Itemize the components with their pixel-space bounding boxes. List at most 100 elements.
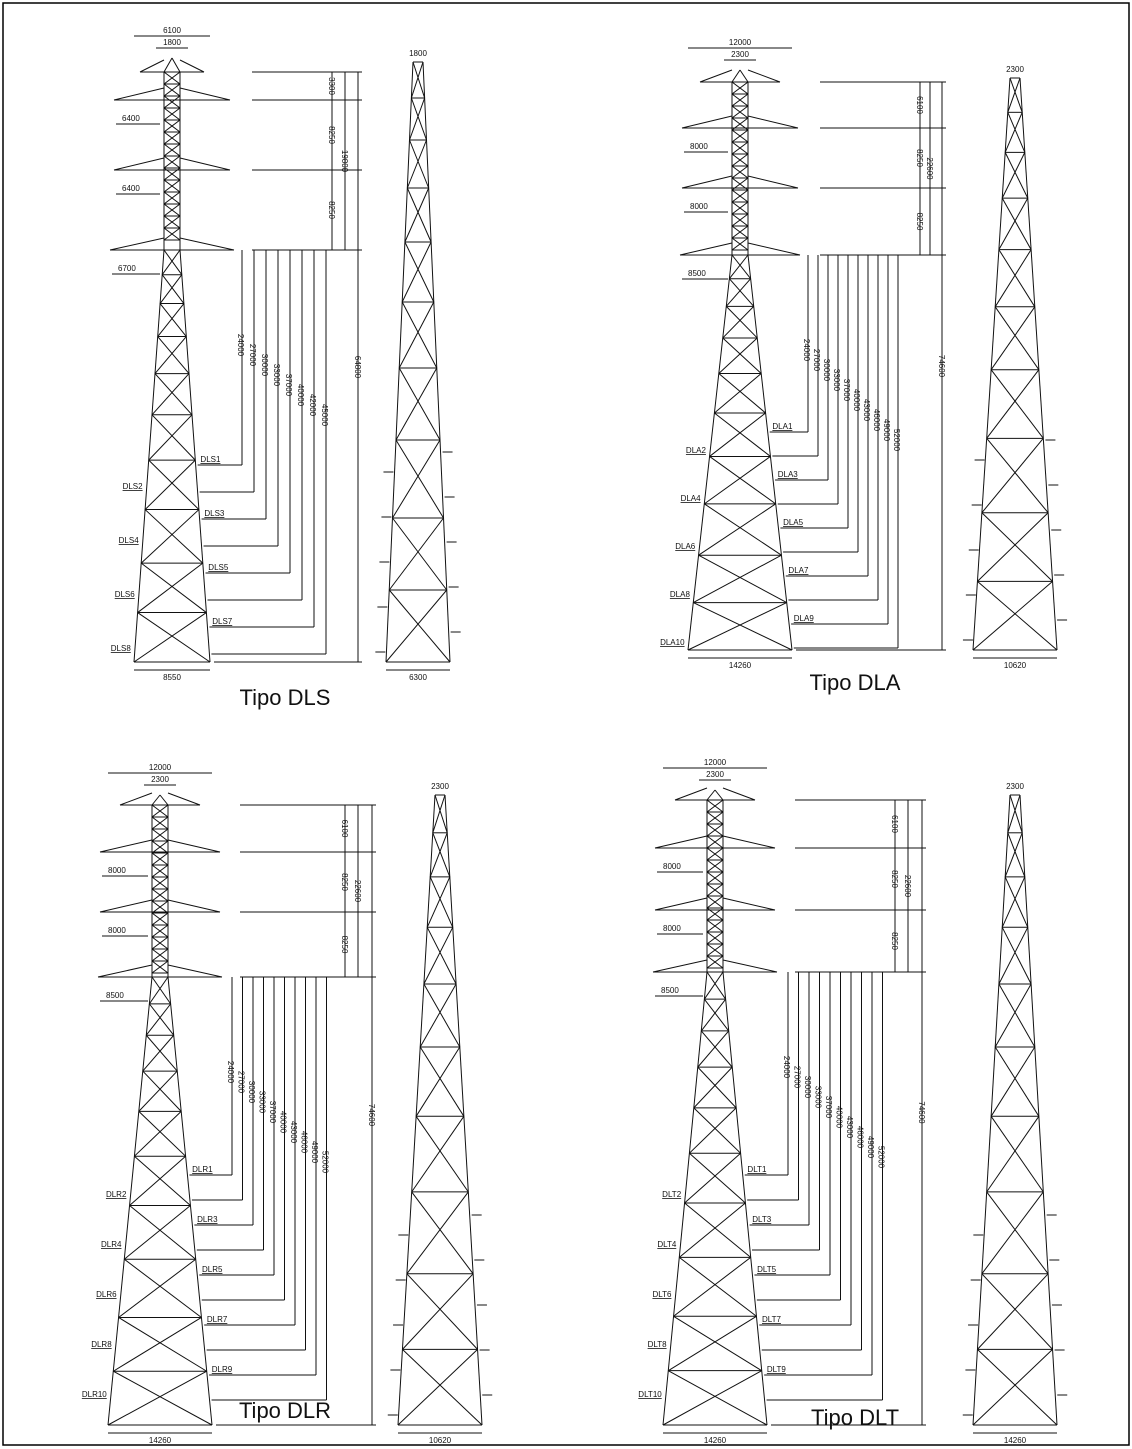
brace	[427, 927, 456, 984]
brace	[108, 1371, 207, 1425]
brace	[685, 1203, 751, 1257]
spacing: 8250	[915, 149, 924, 167]
leg-label: DLA7	[788, 566, 809, 575]
brace	[143, 1035, 174, 1071]
crossarm	[110, 238, 164, 250]
peak	[164, 58, 172, 72]
extension: 43000	[289, 1121, 298, 1144]
arm-width: 8000	[663, 924, 681, 933]
brace	[995, 250, 1031, 307]
leg-label: DLT10	[638, 1390, 662, 1399]
caption: Tipo DLA	[810, 670, 901, 695]
leg	[445, 795, 482, 1425]
brace	[155, 337, 186, 374]
brace	[158, 337, 189, 374]
base-width: 14260	[704, 1436, 727, 1445]
brace	[420, 1047, 464, 1116]
brace	[698, 1031, 729, 1067]
brace	[719, 374, 766, 414]
brace	[143, 1071, 181, 1111]
crossarm	[98, 965, 152, 977]
brace	[668, 1371, 767, 1425]
leg-label: DLT9	[767, 1365, 787, 1374]
brace	[710, 456, 776, 503]
shaft-width: 2300	[151, 775, 169, 784]
crossarm	[675, 788, 707, 800]
brace	[412, 1116, 464, 1192]
leg-label: DLT8	[648, 1340, 668, 1349]
brace	[685, 1153, 741, 1203]
brace	[430, 877, 453, 927]
peak	[160, 795, 168, 805]
brace	[134, 1111, 181, 1156]
brace	[999, 984, 1035, 1047]
brace	[987, 1116, 1039, 1192]
arm-width: 6700	[118, 264, 136, 273]
extension: 30000	[822, 359, 831, 382]
side-base: 6300	[409, 673, 427, 682]
top-height: 22600	[903, 875, 912, 898]
brace	[674, 1257, 751, 1316]
leg-label: DLR6	[96, 1290, 117, 1299]
brace	[723, 306, 754, 338]
total-height: 74600	[367, 1104, 376, 1127]
extension: 30000	[803, 1076, 812, 1099]
brace	[679, 1257, 756, 1316]
brace	[149, 460, 199, 509]
leg-label: DLS1	[200, 455, 221, 464]
brace	[399, 368, 440, 440]
brace	[119, 1259, 196, 1317]
brace	[714, 413, 770, 456]
brace	[402, 1274, 473, 1350]
extension: 42000	[308, 394, 317, 417]
brace	[688, 603, 787, 650]
leg-label: DLS5	[208, 563, 229, 572]
spacing: 8250	[340, 936, 349, 954]
arm-width: 8500	[688, 269, 706, 278]
leg-label: DLR3	[197, 1215, 218, 1224]
extension: 27000	[237, 1071, 246, 1094]
crossarm	[682, 176, 732, 188]
top-width: 6100	[163, 26, 181, 35]
brace	[164, 250, 182, 275]
brace	[407, 1274, 478, 1350]
brace	[134, 613, 206, 662]
crossarm	[655, 836, 707, 848]
brace	[138, 563, 203, 612]
drawing: 6100180064006400670033008250825019800648…	[0, 0, 1132, 1449]
side-base: 10620	[429, 1436, 452, 1445]
extension: 46000	[856, 1126, 865, 1149]
brace	[409, 98, 424, 140]
brace	[977, 513, 1048, 582]
extension: 52000	[321, 1151, 330, 1174]
leg	[386, 62, 413, 662]
brace	[402, 1349, 482, 1425]
leg-label: DLT7	[762, 1315, 782, 1324]
brace	[689, 1108, 736, 1153]
brace	[160, 304, 186, 337]
top-width: 12000	[729, 38, 752, 47]
extension: 46000	[872, 409, 881, 432]
spacing: 8250	[915, 213, 924, 231]
brace	[409, 140, 428, 188]
leg	[423, 62, 450, 662]
leg-label: DLR8	[91, 1340, 112, 1349]
brace	[999, 198, 1028, 249]
extension: 37000	[268, 1101, 277, 1124]
brace	[699, 555, 787, 602]
brace	[991, 370, 1043, 439]
leg-label: DLR5	[202, 1265, 223, 1274]
brace	[723, 338, 761, 374]
brace	[146, 1004, 170, 1035]
arm-width: 6400	[122, 184, 140, 193]
brace	[392, 440, 440, 518]
brace	[398, 1349, 478, 1425]
brace	[405, 242, 434, 302]
brace	[1005, 152, 1028, 198]
spacing: 8250	[890, 932, 899, 950]
leg	[134, 250, 164, 662]
crossarm	[140, 60, 164, 72]
crossarm	[120, 793, 152, 805]
brace	[407, 1192, 468, 1274]
crossarm	[168, 965, 222, 977]
